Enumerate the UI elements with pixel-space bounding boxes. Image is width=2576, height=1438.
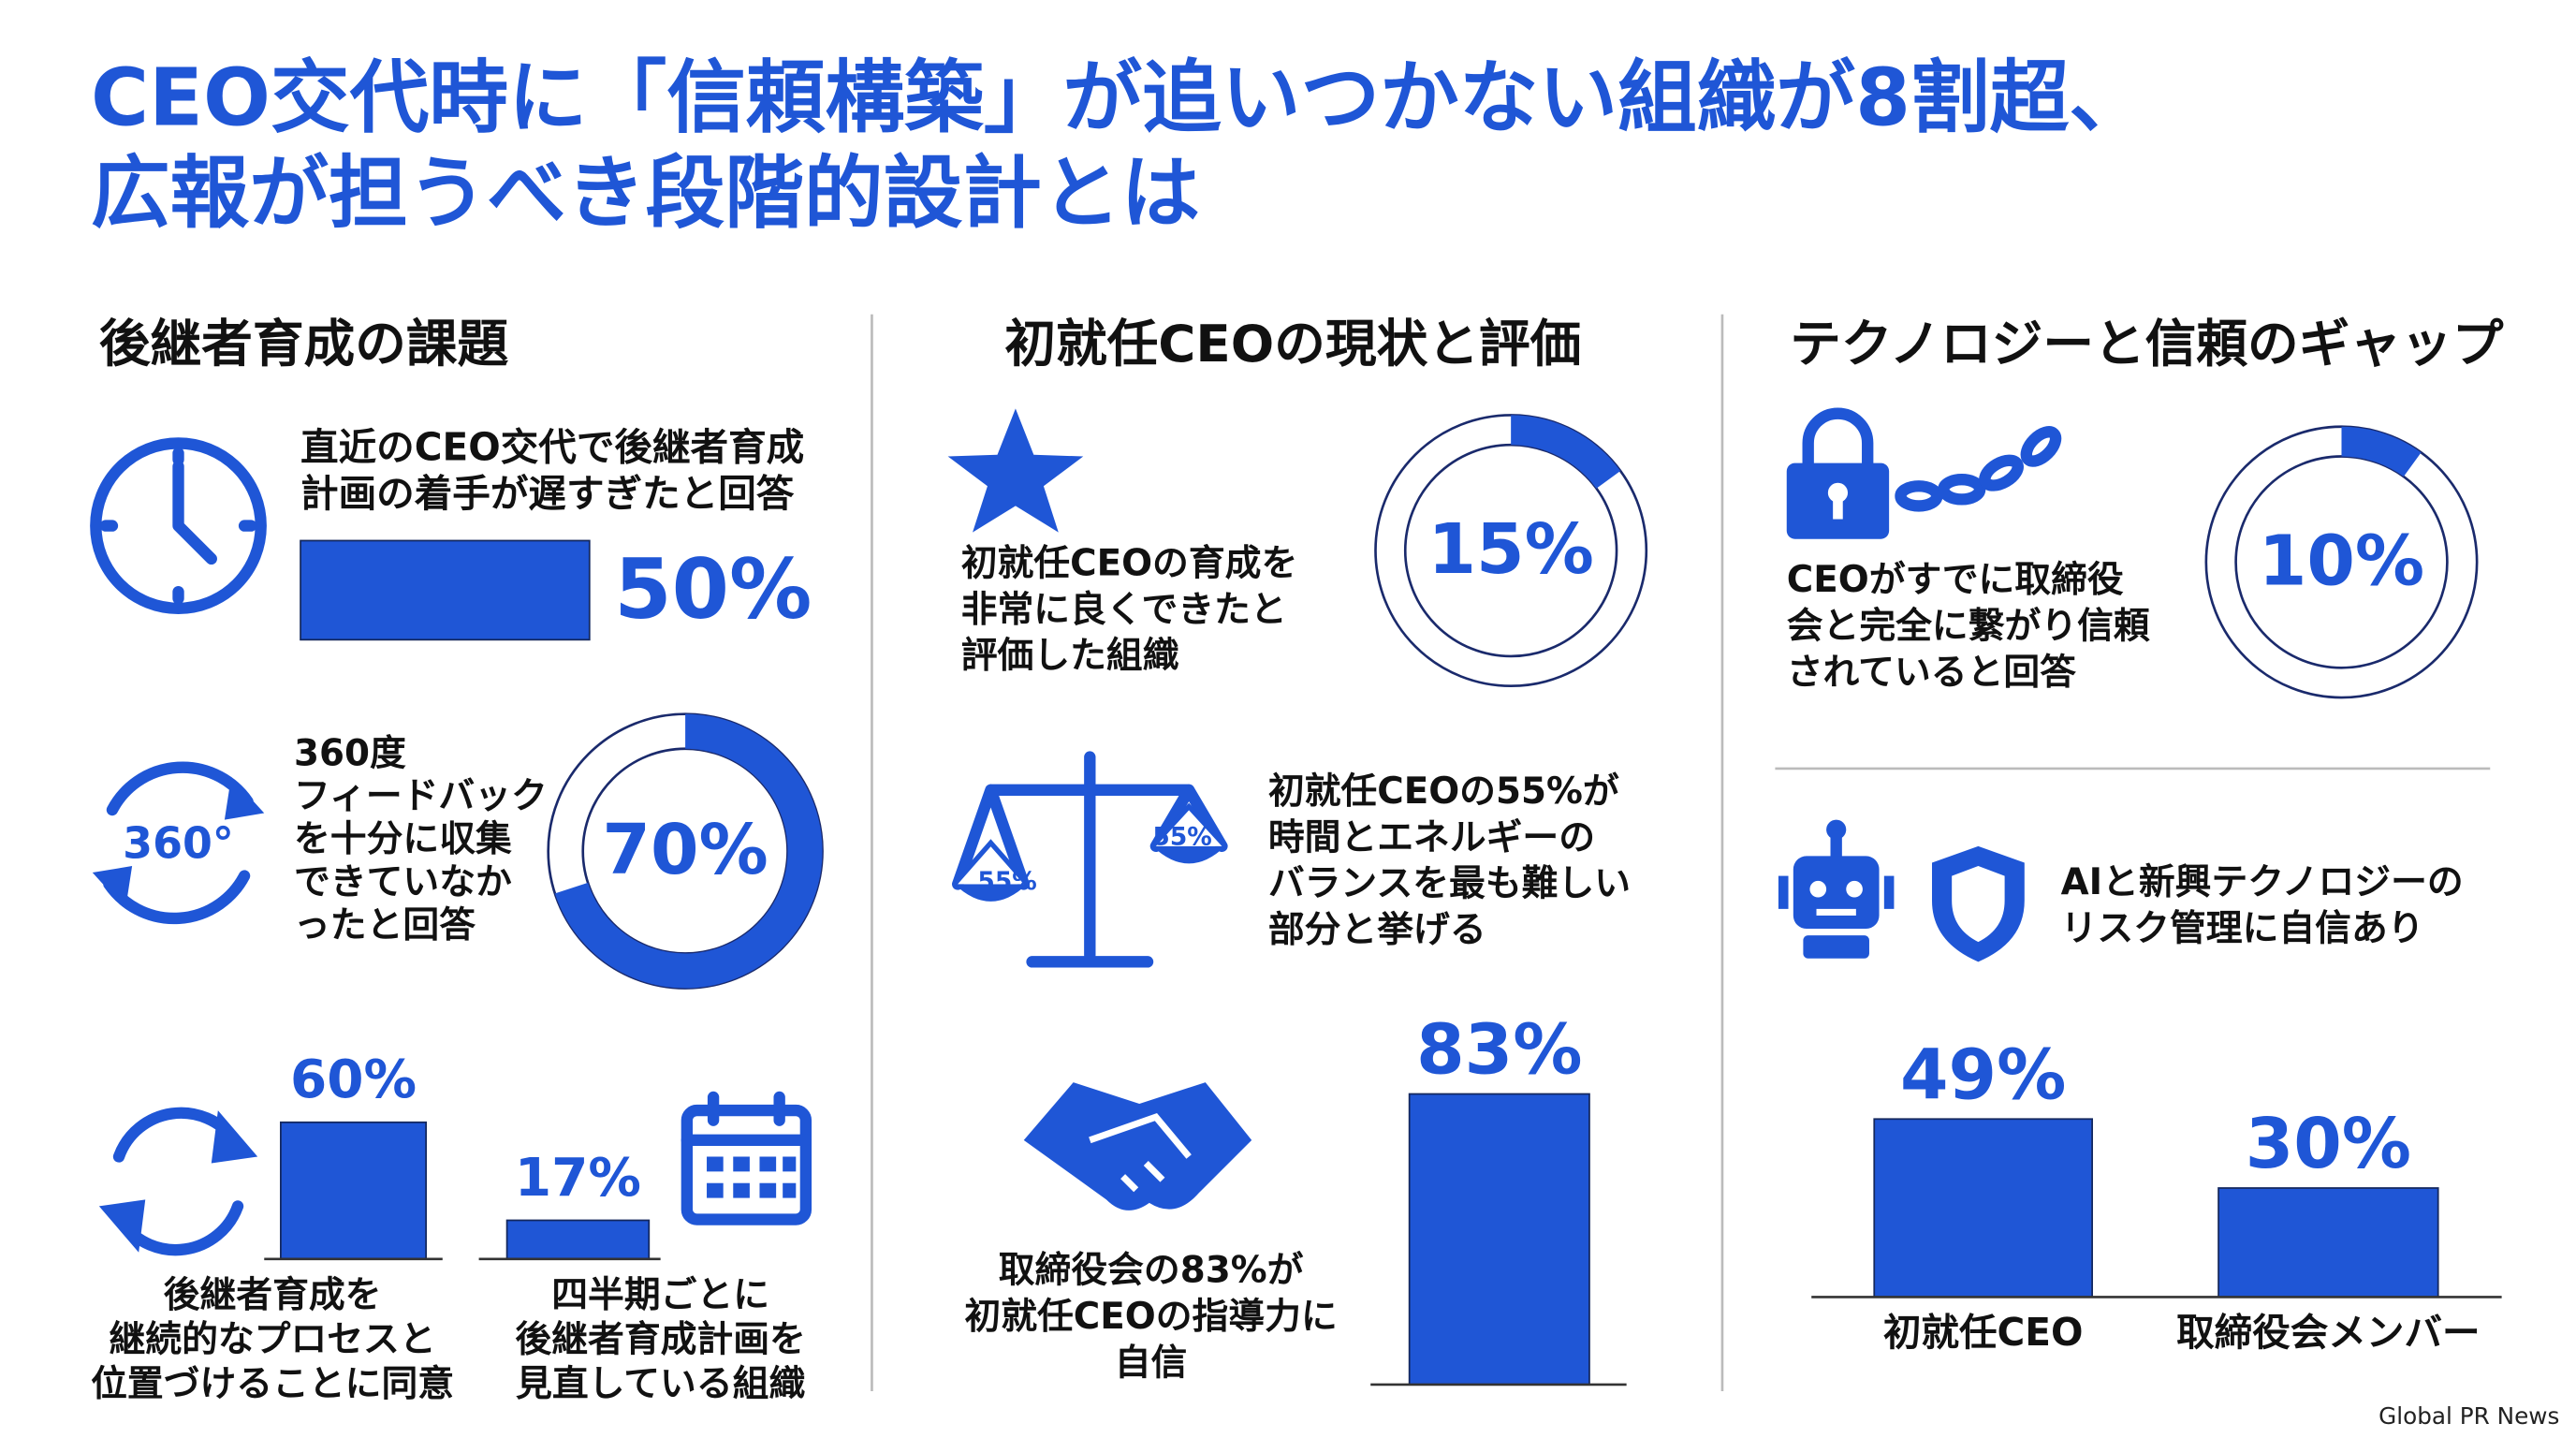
bar [1408,1093,1590,1386]
bar [2217,1187,2439,1299]
lock-icon [1786,407,2062,539]
value-label: 60% [290,1049,417,1110]
value-label: 15% [1427,509,1593,590]
icon-label: 55% [1152,823,1211,852]
rotate-icon [92,761,265,925]
label-text: 取締役会の83%が [999,1249,1304,1291]
shield-icon [1932,845,2025,962]
donut-ring [2234,455,2449,669]
icon-label: 55% [977,867,1036,896]
label-text: 後継者育成計画を [515,1319,805,1361]
cycle-icon [98,1107,258,1256]
label-text: できていなか [294,861,512,903]
label-text: ったと回答 [294,904,476,946]
label-text: 自信 [1115,1342,1188,1384]
scale-icon [952,751,1228,968]
value-label: 70% [602,810,768,890]
value-label: 50% [614,541,812,638]
label-text: 初就任CEOの指導力に [964,1296,1337,1338]
bar [1873,1118,2093,1299]
clock-icon [90,437,267,614]
label-text: 部分と挙げる [1268,909,1486,951]
bar [280,1121,428,1260]
section-heading: 後継者育成の課題 [99,314,509,374]
label-text: バランスを最も難しい [1268,863,1631,905]
label-text: 四半期ごとに [551,1274,769,1316]
label-text: 見直している組織 [516,1363,805,1405]
label-text: を十分に収集 [294,818,512,860]
donut-arc [2341,426,2422,477]
label-text: 直近のCEO交代で後継者育成 [300,424,804,469]
value-label: 30% [2246,1104,2411,1184]
label-text: リスク管理に自信あり [2061,907,2424,949]
label-text: CEOがすでに取締役 [1787,559,2124,601]
label-text: 位置づけることに同意 [91,1363,454,1405]
label-text: 継続的なプロセスと [109,1319,435,1361]
label-text: 360度 [294,732,406,774]
value-label: 17% [515,1148,641,1209]
label-text: 初就任CEOの育成を [961,542,1298,584]
label-text: 時間とエネルギーの [1268,816,1595,858]
label-text: 非常に良くできたと [961,589,1287,631]
handshake-icon [1023,1082,1252,1211]
bar [505,1219,651,1260]
value-label: 10% [2259,521,2424,601]
donut-ring [2204,425,2479,699]
value-label: 49% [1900,1034,2066,1115]
label-text: 初就任CEOの55%が [1268,770,1619,813]
label-text: 会と完全に繋がり信頼 [1787,605,2150,647]
calendar-icon [681,1091,812,1225]
robot-icon [1778,819,1895,959]
category-label: 初就任CEO [1883,1310,2084,1355]
bar [300,539,591,641]
star-icon [947,408,1084,533]
section-heading: テクノロジーと信頼のギャップ [1790,314,2503,374]
label-text: 評価した組織 [961,635,1179,677]
label-text: されていると回答 [1787,652,2076,694]
icon-label: 360° [123,817,234,868]
source: Global PR News [2378,1402,2559,1430]
value-label: 83% [1416,1010,1582,1091]
title: 広報が担うべき段階的設計とは [91,147,1200,240]
section-heading: 初就任CEOの現状と評価 [1004,314,1581,374]
label-text: AIと新興テクノロジーの [2061,861,2464,903]
donut-arc [1511,415,1621,489]
title: CEO交代時に「信頼構築」が追いつかない組織が8割超、 [91,51,2148,143]
label-text: 計画の着手が遅すぎたと回答 [300,471,795,516]
label-text: フィードバック [294,775,548,817]
label-text: 後継者育成を [164,1274,382,1316]
category-label: 取締役会メンバー [2176,1310,2481,1355]
